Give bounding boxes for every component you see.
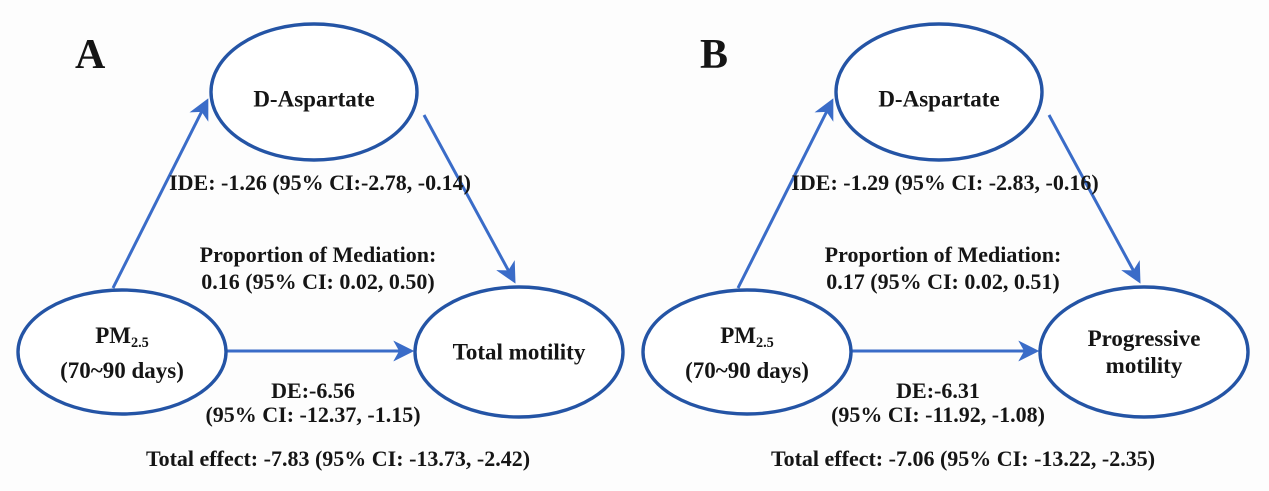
outcome-line1: Progressive	[1087, 326, 1201, 351]
exposure-main: PM	[720, 323, 756, 349]
direct-effect-line2: (95% CI: -11.92, -1.08)	[831, 402, 1045, 427]
proportion-of-mediation-text: Proportion of Mediation: 0.16 (95% CI: 0…	[200, 241, 437, 295]
outcome-ellipse	[413, 285, 625, 419]
panel-b: B D-Aspartate PM2.5 (70~90 days) Progres…	[625, 0, 1269, 491]
mediator-text: D-Aspartate	[253, 86, 375, 112]
indirect-effect-text: IDE: -1.29 (95% CI: -2.83, -0.16)	[791, 170, 1099, 195]
proportion-of-mediation-text: Proportion of Mediation: 0.17 (95% CI: 0…	[825, 241, 1062, 295]
mediator-text: D-Aspartate	[878, 86, 1000, 112]
direct-effect-line2: (95% CI: -12.37, -1.15)	[205, 402, 421, 427]
direct-effect-text: DE:-6.31 (95% CI: -11.92, -1.08)	[831, 379, 1045, 427]
outcome-ellipse	[1038, 285, 1250, 419]
outcome-line1: Total motility	[452, 339, 586, 365]
proportion-title: Proportion of Mediation:	[199, 242, 437, 267]
direct-effect-line1: DE:-6.56	[271, 378, 355, 403]
exposure-ellipse	[16, 288, 228, 416]
outcome-node-label: Progressive motility	[1088, 325, 1201, 379]
panel-a: A D-Aspartate PM2.5 (70~90 days) Total m…	[16, 22, 625, 471]
mediator-ellipse	[834, 22, 1044, 162]
panel-label: B	[700, 32, 729, 78]
exposure-text: PM2.5	[60, 322, 184, 357]
arrow-mediator-to-outcome	[1047, 114, 1141, 284]
exposure-ellipse	[641, 288, 853, 416]
exposure-duration: (70~90 days)	[60, 357, 184, 383]
exposure-subscript: 2.5	[755, 334, 774, 351]
exposure-text: PM2.5	[685, 322, 809, 357]
outcome-line2: motility	[1105, 353, 1183, 378]
exposure-main: PM	[95, 323, 131, 349]
total-effect-text: Total effect: -7.83 (95% CI: -13.73, -2.…	[145, 446, 531, 471]
exposure-node-label: PM2.5 (70~90 days)	[60, 322, 184, 384]
exposure-node-label: PM2.5 (70~90 days)	[685, 322, 809, 384]
indirect-effect-text: IDE: -1.26 (95% CI:-2.78, -0.14)	[169, 170, 471, 195]
exposure-duration: (70~90 days)	[685, 357, 809, 383]
exposure-subscript: 2.5	[130, 334, 149, 351]
arrow-exposure-to-mediator	[111, 98, 209, 289]
proportion-value: 0.17 (95% CI: 0.02, 0.51)	[826, 269, 1060, 294]
proportion-title: Proportion of Mediation:	[824, 242, 1062, 267]
mediator-node-label: D-Aspartate	[253, 86, 374, 113]
direct-effect-line1: DE:-6.31	[896, 378, 980, 403]
panel-label: A	[75, 32, 106, 78]
arrow-exposure-to-mediator	[736, 98, 834, 289]
arrow-mediator-to-outcome	[422, 114, 516, 284]
mediator-node-label: D-Aspartate	[878, 86, 999, 113]
panel-a-graph	[16, 22, 625, 419]
total-effect-text: Total effect: -7.06 (95% CI: -13.22, -2.…	[770, 446, 1156, 471]
panel-b-graph	[641, 22, 1250, 419]
direct-effect-text: DE:-6.56 (95% CI: -12.37, -1.15)	[205, 379, 420, 427]
outcome-node-label: Total motility	[453, 339, 586, 366]
proportion-value: 0.16 (95% CI: 0.02, 0.50)	[201, 269, 435, 294]
mediator-ellipse	[209, 22, 419, 162]
